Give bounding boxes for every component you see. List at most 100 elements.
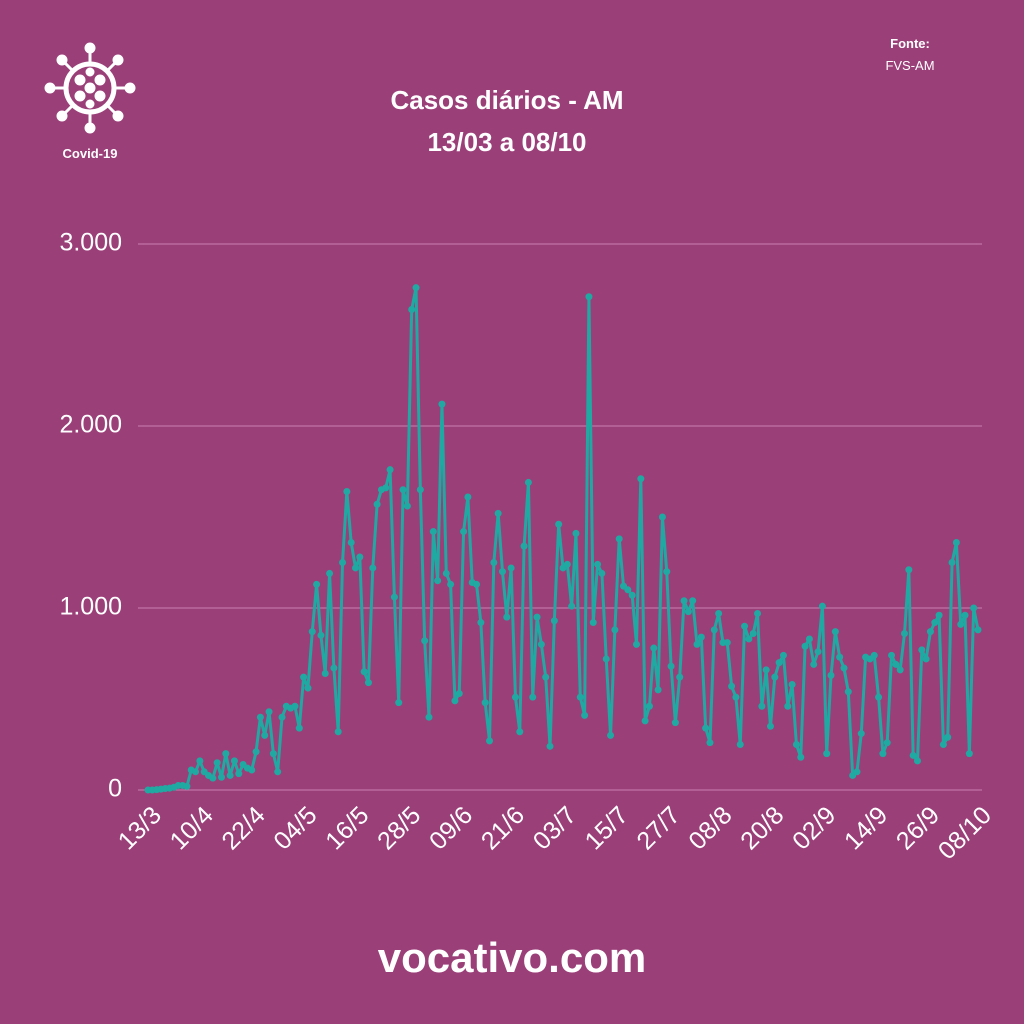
point bbox=[481, 699, 489, 707]
point bbox=[503, 613, 511, 621]
y-tick-label: 1.000 bbox=[59, 593, 122, 621]
point bbox=[901, 629, 909, 637]
point bbox=[632, 640, 640, 648]
point bbox=[775, 659, 783, 667]
point bbox=[952, 538, 960, 546]
point bbox=[395, 699, 403, 707]
point bbox=[667, 662, 675, 670]
point bbox=[308, 628, 316, 636]
point bbox=[827, 671, 835, 679]
point bbox=[939, 741, 947, 748]
point bbox=[321, 670, 329, 678]
point bbox=[291, 702, 299, 710]
point bbox=[922, 655, 930, 663]
source-label: Fonte: bbox=[890, 36, 930, 51]
point bbox=[192, 768, 200, 776]
point bbox=[589, 619, 597, 627]
point bbox=[425, 713, 433, 721]
point bbox=[831, 628, 839, 636]
point bbox=[892, 660, 900, 668]
point bbox=[801, 642, 809, 650]
chart-subtitle: 13/03 a 08/10 bbox=[427, 127, 586, 157]
point bbox=[762, 666, 770, 674]
point bbox=[317, 631, 325, 639]
point bbox=[965, 750, 973, 758]
point bbox=[408, 306, 416, 314]
point bbox=[684, 608, 692, 616]
point bbox=[416, 486, 424, 494]
point bbox=[918, 646, 926, 654]
point bbox=[300, 673, 308, 681]
point bbox=[671, 719, 679, 727]
chart-title: Casos diários - AM bbox=[390, 85, 623, 115]
point bbox=[455, 690, 463, 698]
point bbox=[434, 577, 442, 585]
point bbox=[477, 619, 485, 627]
point bbox=[486, 737, 494, 745]
point bbox=[944, 733, 952, 741]
point bbox=[498, 568, 506, 576]
point bbox=[650, 644, 658, 652]
point bbox=[533, 613, 541, 621]
point bbox=[256, 713, 264, 721]
point bbox=[697, 633, 705, 641]
point bbox=[706, 739, 714, 747]
point bbox=[451, 697, 459, 705]
point bbox=[663, 568, 671, 576]
point bbox=[853, 768, 861, 776]
point bbox=[412, 284, 420, 292]
point bbox=[771, 673, 779, 681]
point bbox=[844, 688, 852, 696]
point bbox=[836, 653, 844, 661]
point bbox=[784, 702, 792, 710]
point bbox=[594, 560, 602, 568]
point bbox=[935, 611, 943, 619]
point bbox=[438, 400, 446, 408]
point bbox=[598, 569, 606, 577]
point bbox=[961, 611, 969, 619]
point bbox=[373, 500, 381, 508]
point bbox=[183, 782, 191, 790]
point bbox=[209, 774, 217, 782]
point bbox=[909, 751, 917, 759]
point bbox=[520, 542, 528, 550]
point bbox=[581, 711, 589, 719]
point bbox=[274, 768, 282, 776]
point bbox=[779, 651, 787, 659]
point bbox=[248, 766, 256, 774]
point bbox=[792, 741, 800, 748]
point bbox=[611, 626, 619, 634]
point bbox=[442, 569, 450, 577]
point bbox=[278, 713, 286, 721]
y-tick-label: 3.000 bbox=[59, 229, 122, 257]
point bbox=[948, 559, 956, 566]
point bbox=[710, 626, 718, 634]
point bbox=[261, 731, 269, 739]
point bbox=[494, 509, 502, 517]
point bbox=[313, 580, 321, 588]
point bbox=[542, 673, 550, 681]
point bbox=[563, 560, 571, 568]
point bbox=[788, 680, 796, 688]
point bbox=[810, 660, 818, 668]
point bbox=[546, 742, 554, 750]
point bbox=[213, 759, 221, 767]
point bbox=[728, 682, 736, 690]
point bbox=[637, 475, 645, 483]
point bbox=[905, 566, 913, 574]
virus-icon bbox=[44, 42, 136, 134]
point bbox=[386, 466, 394, 474]
point bbox=[602, 655, 610, 663]
point bbox=[421, 637, 429, 645]
point bbox=[628, 591, 636, 599]
point bbox=[364, 679, 372, 687]
point bbox=[490, 559, 498, 566]
footer: vocativo.com bbox=[378, 934, 646, 981]
point bbox=[326, 569, 334, 577]
point bbox=[576, 693, 584, 701]
point bbox=[473, 580, 481, 588]
point bbox=[732, 693, 740, 701]
point bbox=[767, 722, 774, 730]
point bbox=[252, 748, 260, 756]
y-tick-label: 0 bbox=[108, 775, 122, 803]
